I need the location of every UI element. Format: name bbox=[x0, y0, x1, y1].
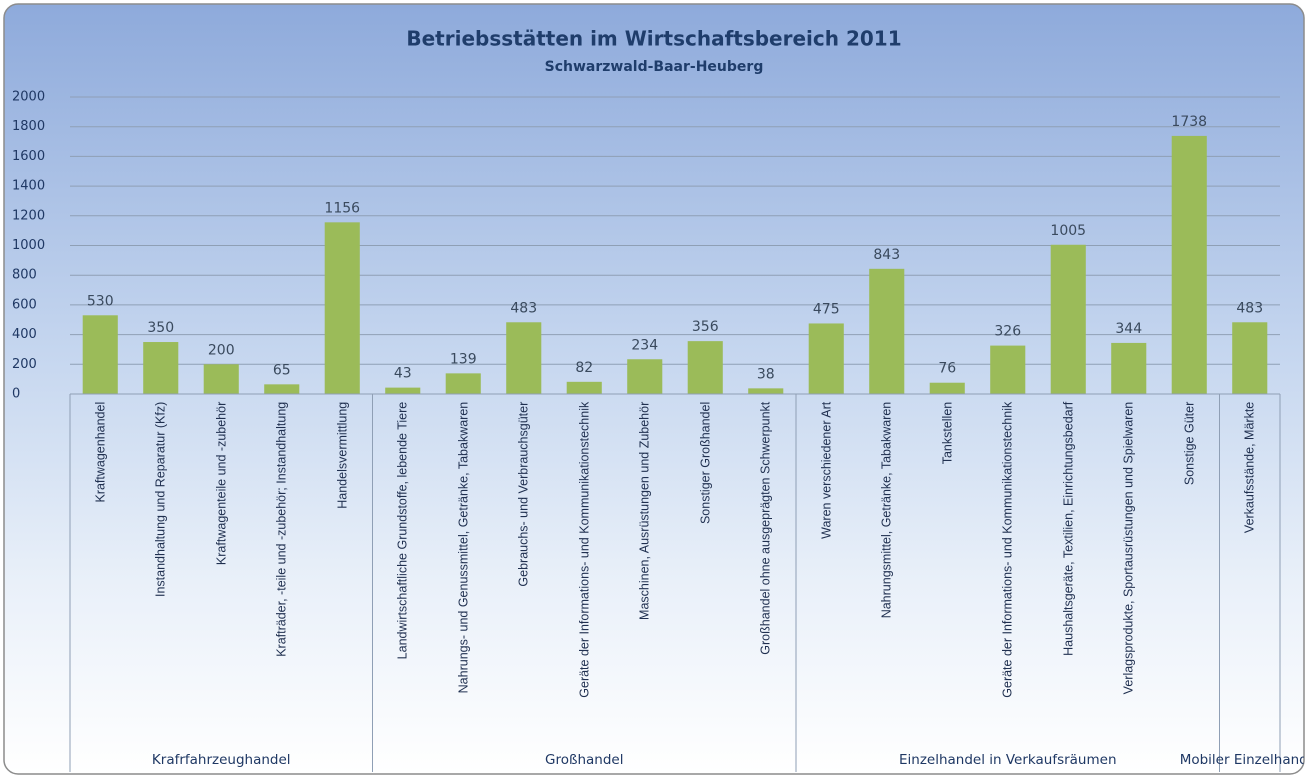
value-label: 1156 bbox=[324, 200, 360, 216]
x-tick-label: Haushaltsgeräte, Textilien, Einrichtungs… bbox=[1061, 402, 1076, 657]
bar bbox=[385, 387, 421, 394]
x-tick-label: Geräte der Informations- und Kommunikati… bbox=[1000, 402, 1015, 698]
x-tick-label: Maschinen, Ausrüstungen und Zubehör bbox=[637, 402, 652, 621]
x-tick-label: Verlagsprodukte, Sportausrüstungen und S… bbox=[1121, 402, 1136, 695]
x-tick-label: Tankstellen bbox=[940, 402, 955, 465]
value-label: 326 bbox=[994, 324, 1021, 340]
y-tick-label: 1600 bbox=[12, 149, 45, 164]
bar bbox=[1232, 322, 1268, 394]
bar bbox=[506, 322, 542, 394]
y-tick-label: 1000 bbox=[12, 238, 45, 253]
x-tick-label: Instandhaltung und Reparatur (Kfz) bbox=[153, 402, 168, 598]
bar bbox=[82, 315, 118, 394]
bar bbox=[324, 222, 360, 394]
x-tick-label: Sonstige Güter bbox=[1182, 402, 1197, 486]
value-label: 139 bbox=[450, 351, 477, 367]
y-tick-label: 1200 bbox=[12, 208, 45, 223]
y-tick-label: 800 bbox=[12, 268, 37, 283]
y-tick-label: 0 bbox=[12, 387, 20, 402]
bar bbox=[929, 382, 965, 394]
value-label: 65 bbox=[273, 362, 291, 378]
bar bbox=[808, 323, 844, 394]
value-label: 38 bbox=[757, 366, 775, 382]
group-label: Einzelhandel in Verkaufsräumen bbox=[899, 752, 1117, 768]
bar bbox=[990, 345, 1026, 394]
y-tick-label: 2000 bbox=[12, 90, 45, 105]
value-label: 483 bbox=[1236, 300, 1263, 316]
value-label: 530 bbox=[87, 293, 114, 309]
bar bbox=[1171, 135, 1207, 395]
y-tick-label: 400 bbox=[12, 327, 37, 342]
bar bbox=[445, 373, 481, 394]
value-label: 356 bbox=[692, 319, 719, 335]
value-label: 843 bbox=[873, 247, 900, 263]
x-tick-label: Handelsvermittlung bbox=[335, 402, 350, 509]
bar bbox=[264, 384, 300, 394]
value-label: 76 bbox=[938, 361, 956, 377]
x-tick-label: Nahrungsmittel, Getränke, Tabakwaren bbox=[879, 402, 894, 619]
y-tick-label: 600 bbox=[12, 297, 37, 312]
chart-title: Betriebsstätten im Wirtschaftsbereich 20… bbox=[406, 27, 901, 51]
bar bbox=[687, 341, 723, 394]
x-tick-label: Großhandel ohne ausgeprägten Schwerpunkt bbox=[758, 402, 773, 655]
x-tick-label: Verkaufsstände, Märkte bbox=[1242, 402, 1257, 534]
value-label: 1738 bbox=[1171, 114, 1207, 130]
value-label: 43 bbox=[394, 366, 412, 382]
value-label: 350 bbox=[147, 320, 174, 336]
x-tick-label: Landwirtschaftliche Grundstoffe, lebende… bbox=[395, 402, 410, 660]
x-tick-label: Krafträder, -teile und -zubehör; Instand… bbox=[274, 402, 289, 658]
bar bbox=[627, 359, 663, 394]
value-label: 82 bbox=[575, 360, 593, 376]
y-tick-label: 1400 bbox=[12, 179, 45, 194]
y-tick-label: 1800 bbox=[12, 119, 45, 134]
value-label: 234 bbox=[631, 337, 658, 353]
bar bbox=[748, 388, 784, 394]
value-label: 1005 bbox=[1050, 223, 1086, 239]
group-label: Krafrfahrzeughandel bbox=[152, 752, 291, 768]
value-label: 483 bbox=[510, 300, 537, 316]
x-tick-label: Gebrauchs- und Verbrauchsgüter bbox=[516, 402, 531, 587]
bar bbox=[143, 342, 179, 394]
bar bbox=[869, 268, 905, 394]
bar bbox=[1050, 244, 1086, 394]
bar bbox=[203, 364, 239, 394]
x-tick-label: Kraftwagenhandel bbox=[93, 402, 108, 503]
x-tick-label: Kraftwagenteile und -zubehör bbox=[214, 402, 229, 566]
y-tick-label: 200 bbox=[12, 357, 37, 372]
x-tick-label: Sonstiger Großhandel bbox=[698, 402, 713, 525]
value-label: 475 bbox=[813, 301, 840, 317]
value-label: 200 bbox=[208, 342, 235, 358]
x-tick-label: Waren verschiedener Art bbox=[819, 402, 834, 540]
x-tick-label: Geräte der Informations- und Kommunikati… bbox=[577, 402, 592, 698]
chart-subtitle: Schwarzwald-Baar-Heuberg bbox=[545, 59, 764, 75]
value-label: 344 bbox=[1115, 321, 1142, 337]
group-label: Großhandel bbox=[545, 752, 624, 768]
bar bbox=[566, 381, 602, 394]
bar bbox=[1111, 342, 1147, 394]
group-label: Mobiler Einzelhandel bbox=[1180, 752, 1308, 768]
x-tick-label: Nahrungs- und Genussmittel, Getränke, Ta… bbox=[456, 402, 471, 694]
